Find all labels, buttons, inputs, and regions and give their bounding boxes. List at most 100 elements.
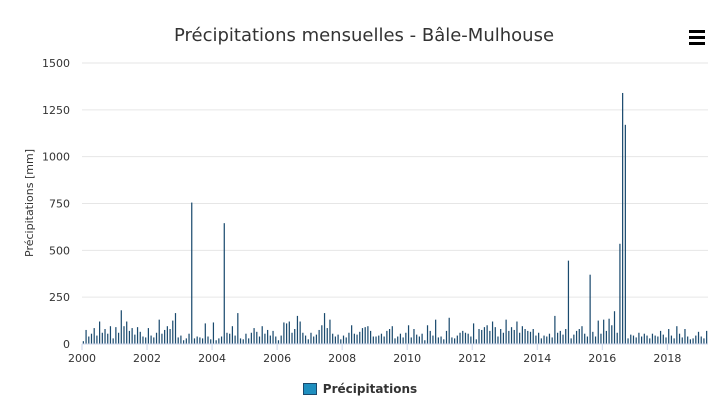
bar xyxy=(212,322,215,344)
bar xyxy=(554,315,556,344)
bar xyxy=(107,333,109,344)
chart-menu-button[interactable] xyxy=(686,28,708,48)
y-tick-label: 0 xyxy=(63,338,70,351)
bar xyxy=(405,332,407,344)
bar xyxy=(662,334,664,344)
bar xyxy=(524,329,526,344)
bar xyxy=(581,326,583,344)
bar xyxy=(215,340,217,344)
bar xyxy=(407,325,410,344)
menu-icon xyxy=(689,36,705,39)
bar xyxy=(288,321,290,344)
bar xyxy=(418,336,420,344)
bar xyxy=(196,336,198,344)
bar xyxy=(177,337,179,344)
bar xyxy=(654,335,656,344)
bar xyxy=(516,321,518,344)
bar xyxy=(275,336,277,344)
bar xyxy=(456,335,458,344)
bar xyxy=(402,337,404,344)
x-axis-ticks: 2000 2002 2004 2006 2008 2010 2012 2014 2016 2018 xyxy=(68,344,681,365)
bar xyxy=(445,330,448,344)
y-tick-label: 1250 xyxy=(42,104,70,117)
bar xyxy=(459,332,461,344)
bar xyxy=(481,329,483,344)
bar xyxy=(359,331,361,344)
bar xyxy=(684,329,686,344)
bar xyxy=(329,319,331,344)
bar xyxy=(386,330,388,344)
bar xyxy=(513,329,515,344)
bar xyxy=(380,333,383,344)
bar xyxy=(584,333,586,344)
bar xyxy=(323,313,326,344)
bar xyxy=(207,336,209,344)
bar xyxy=(486,325,488,344)
bar xyxy=(172,320,174,344)
x-tick-label: 2018 xyxy=(653,352,681,365)
bar xyxy=(638,332,640,344)
bar xyxy=(334,336,336,344)
bar xyxy=(489,330,491,344)
x-tick-label: 2002 xyxy=(133,352,161,365)
bar xyxy=(510,327,513,344)
bar xyxy=(337,334,339,344)
bar xyxy=(605,330,607,344)
bar xyxy=(562,334,564,344)
bar xyxy=(321,325,323,344)
bar xyxy=(426,325,429,344)
bar xyxy=(494,327,496,344)
bar xyxy=(467,333,469,344)
bar xyxy=(283,322,285,344)
bar xyxy=(649,338,651,344)
bar xyxy=(421,333,423,344)
bar xyxy=(657,336,659,344)
bar xyxy=(351,325,353,344)
bar xyxy=(361,328,364,344)
legend-label[interactable]: Précipitations xyxy=(322,382,418,396)
y-tick-label: 250 xyxy=(49,291,70,304)
bar xyxy=(112,338,114,344)
bar xyxy=(475,339,477,344)
bar xyxy=(665,337,667,344)
bar xyxy=(611,325,613,344)
bar xyxy=(370,330,372,344)
bar xyxy=(551,337,553,344)
bar xyxy=(218,338,220,344)
bar xyxy=(304,335,307,344)
bar xyxy=(169,329,171,344)
bar xyxy=(239,338,242,344)
bar xyxy=(158,319,160,344)
bar xyxy=(204,323,206,344)
bar xyxy=(546,336,548,344)
bar xyxy=(210,339,212,344)
bar xyxy=(435,319,437,344)
bar xyxy=(99,321,101,344)
bar xyxy=(356,334,358,344)
bar xyxy=(231,326,234,344)
bar xyxy=(145,337,147,344)
bar xyxy=(678,333,681,344)
bar xyxy=(264,333,266,344)
bar xyxy=(500,329,502,344)
bar xyxy=(668,329,670,344)
bar xyxy=(220,336,223,344)
bar xyxy=(237,313,239,344)
bar xyxy=(519,332,521,344)
bar xyxy=(502,332,505,344)
bar xyxy=(651,333,654,344)
bar xyxy=(128,330,131,344)
bar xyxy=(432,335,434,344)
bar xyxy=(272,330,274,344)
bar xyxy=(191,202,193,344)
bar xyxy=(245,333,247,344)
bar xyxy=(570,338,572,344)
bar xyxy=(594,336,597,344)
bar xyxy=(695,335,697,344)
y-tick-label: 500 xyxy=(49,244,70,257)
bar xyxy=(261,326,263,344)
bar xyxy=(340,339,342,344)
legend[interactable]: Précipitations xyxy=(0,378,720,400)
x-tick-label: 2006 xyxy=(263,352,291,365)
